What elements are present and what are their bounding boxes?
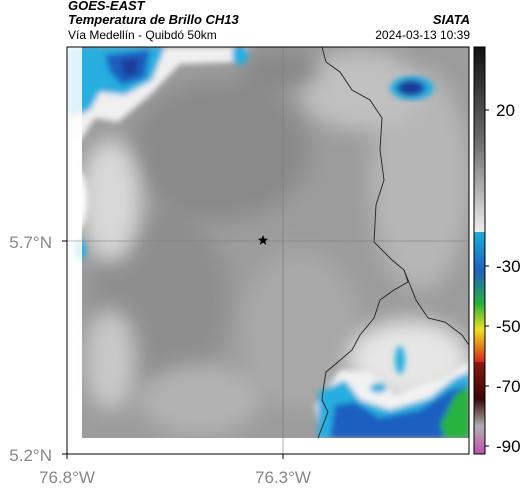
- satellite-image: [67, 47, 469, 454]
- lat-label: 5.7°N: [9, 233, 52, 252]
- map-frame: [66, 46, 470, 455]
- star-marker: [257, 235, 269, 245]
- colorbar-label: -30: [496, 257, 521, 276]
- region-label: Vía Medellín - Quibdó 50km: [68, 28, 217, 42]
- colorbar-label: -50: [496, 317, 521, 336]
- satellite-name: GOES-EAST: [68, 0, 145, 13]
- datetime-label: 2024-03-13 10:39: [375, 28, 470, 42]
- colorbar-label: -70: [496, 377, 521, 396]
- agency-label: SIATA: [432, 12, 470, 27]
- product-title: Temperatura de Brillo CH13: [68, 12, 239, 27]
- colorbar-label: 20: [496, 101, 515, 120]
- lon-label: 76.3°W: [255, 468, 311, 487]
- lon-label: 76.8°W: [39, 468, 95, 487]
- colorbar: [473, 46, 489, 455]
- colorbar-label: -90: [496, 437, 521, 456]
- lat-label: 5.2°N: [9, 446, 52, 465]
